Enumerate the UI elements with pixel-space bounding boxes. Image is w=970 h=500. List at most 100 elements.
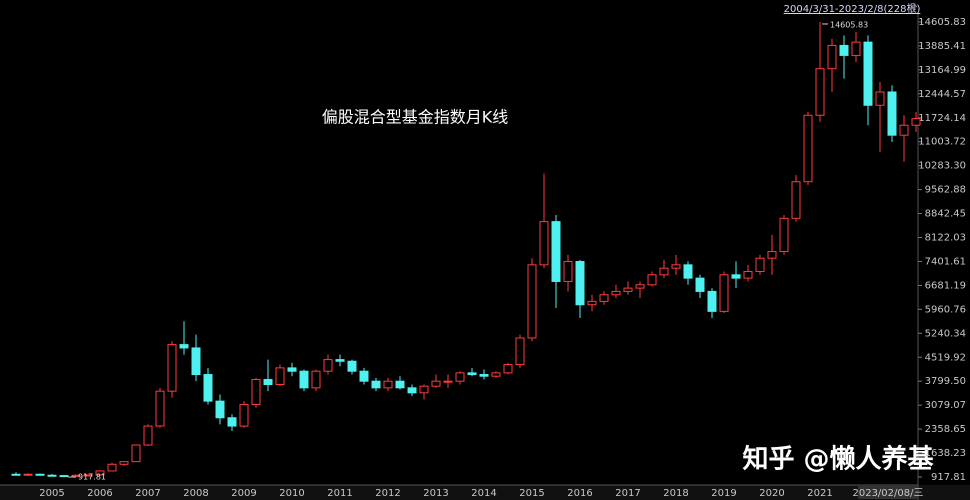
- x-tick-label: 2009: [231, 488, 256, 499]
- min-label: 917.81: [78, 472, 106, 481]
- x-tick-label: 2021: [807, 488, 832, 499]
- candle-body: [203, 374, 213, 402]
- x-tick-label: 2012: [375, 488, 400, 499]
- candle-body: [107, 463, 117, 472]
- y-tick-label: 8122.03: [925, 233, 966, 244]
- x-tick-label: 2019: [711, 488, 736, 499]
- candle-body: [635, 284, 645, 289]
- y-tick-label: 9562.88: [925, 185, 966, 196]
- candle-body: [371, 380, 381, 389]
- y-tick-label: 3079.07: [925, 400, 966, 411]
- x-tick-label: 2020: [759, 488, 784, 499]
- candle-body: [647, 274, 657, 286]
- candle-body: [239, 403, 249, 427]
- x-tick-label: 2017: [615, 488, 640, 499]
- pin-icon[interactable]: [909, 2, 918, 11]
- candle-body: [659, 267, 669, 276]
- candle-body: [839, 44, 849, 56]
- candle-body: [71, 474, 81, 477]
- candle-body: [311, 370, 321, 389]
- candle-body: [83, 474, 93, 477]
- x-axis-strip: [0, 485, 970, 500]
- x-tick-label: 2008: [183, 488, 208, 499]
- y-tick-label: 11003.72: [918, 137, 966, 148]
- candle-body: [359, 370, 369, 382]
- candle-body: [827, 44, 837, 70]
- y-tick-label: 2358.65: [925, 424, 966, 435]
- candle-body: [911, 118, 921, 126]
- x-tick-label: 2010: [279, 488, 304, 499]
- candle-body: [467, 372, 477, 376]
- y-tick-label: 13164.99: [918, 65, 966, 76]
- y-tick-label: 5960.76: [925, 304, 966, 315]
- candle-body: [623, 287, 633, 292]
- candle-body: [491, 372, 501, 377]
- candle-body: [575, 261, 585, 306]
- candle-body: [791, 181, 801, 219]
- y-tick-label: 6681.19: [925, 280, 966, 291]
- max-label: 14605.83: [830, 20, 868, 29]
- x-tick-label: 2006: [87, 488, 112, 499]
- candle-body: [587, 300, 597, 306]
- range-label[interactable]: 2004/3/31-2023/2/8(228根): [784, 2, 921, 15]
- y-tick-label: 917.81: [931, 472, 966, 483]
- y-tick-label: 14605.83: [918, 17, 966, 28]
- x-tick-label: 2018: [663, 488, 688, 499]
- x-tick-label: 2011: [327, 488, 352, 499]
- candle-body: [887, 91, 897, 136]
- y-tick-label: 5240.34: [925, 328, 966, 339]
- candle-body: [323, 359, 333, 372]
- candle-body: [383, 380, 393, 389]
- candle-body: [779, 217, 789, 253]
- watermark: 知乎 @懒人养基: [742, 444, 934, 475]
- candle-body: [539, 221, 549, 266]
- y-tick-label: 10283.30: [918, 161, 966, 172]
- candle-body: [167, 344, 177, 392]
- candle-body: [599, 294, 609, 302]
- candle-body: [335, 359, 345, 362]
- x-tick-label: 2015: [519, 488, 544, 499]
- candle-body: [299, 370, 309, 389]
- candle-body: [47, 474, 57, 477]
- candle-body: [251, 379, 261, 405]
- candle-body: [719, 274, 729, 312]
- candle-body: [263, 379, 273, 386]
- x-tick-label: 2014: [471, 488, 496, 499]
- x-tick-label: 2013: [423, 488, 448, 499]
- candle-body: [275, 367, 285, 386]
- y-tick-label: 13885.41: [918, 41, 966, 52]
- y-tick-label: 8842.45: [925, 209, 966, 220]
- candle-body: [287, 367, 297, 372]
- x-tick-label: 2023/02/08/三: [852, 488, 923, 499]
- candle-body: [431, 380, 441, 387]
- y-tick-label: 3799.50: [925, 376, 966, 387]
- candle-body: [59, 475, 69, 478]
- candle-body: [767, 251, 777, 259]
- candle-body: [527, 264, 537, 339]
- candle-body: [23, 473, 33, 476]
- candle-body: [671, 264, 681, 269]
- candle-body: [95, 470, 105, 476]
- y-tick-label: 1638.23: [925, 448, 966, 459]
- candle-body: [119, 461, 129, 465]
- candle-body: [683, 264, 693, 279]
- date-box: [858, 486, 918, 499]
- candle-body: [215, 400, 225, 419]
- x-tick-label: 2007: [135, 488, 160, 499]
- y-tick-label: 12444.57: [918, 89, 966, 100]
- candle-body: [743, 270, 753, 279]
- candle-body: [131, 444, 141, 463]
- candle-body: [347, 360, 357, 372]
- candle-body: [695, 277, 705, 292]
- candle-body: [815, 68, 825, 116]
- candle-body: [455, 372, 465, 382]
- candle-body: [875, 91, 885, 106]
- candle-body: [515, 337, 525, 366]
- candle-body: [611, 290, 621, 296]
- candle-body: [419, 385, 429, 394]
- candle-body: [191, 347, 201, 376]
- y-tick-label: 11724.14: [918, 113, 966, 124]
- candle-body: [755, 257, 765, 272]
- candle-body: [563, 261, 573, 282]
- candle-body: [227, 417, 237, 427]
